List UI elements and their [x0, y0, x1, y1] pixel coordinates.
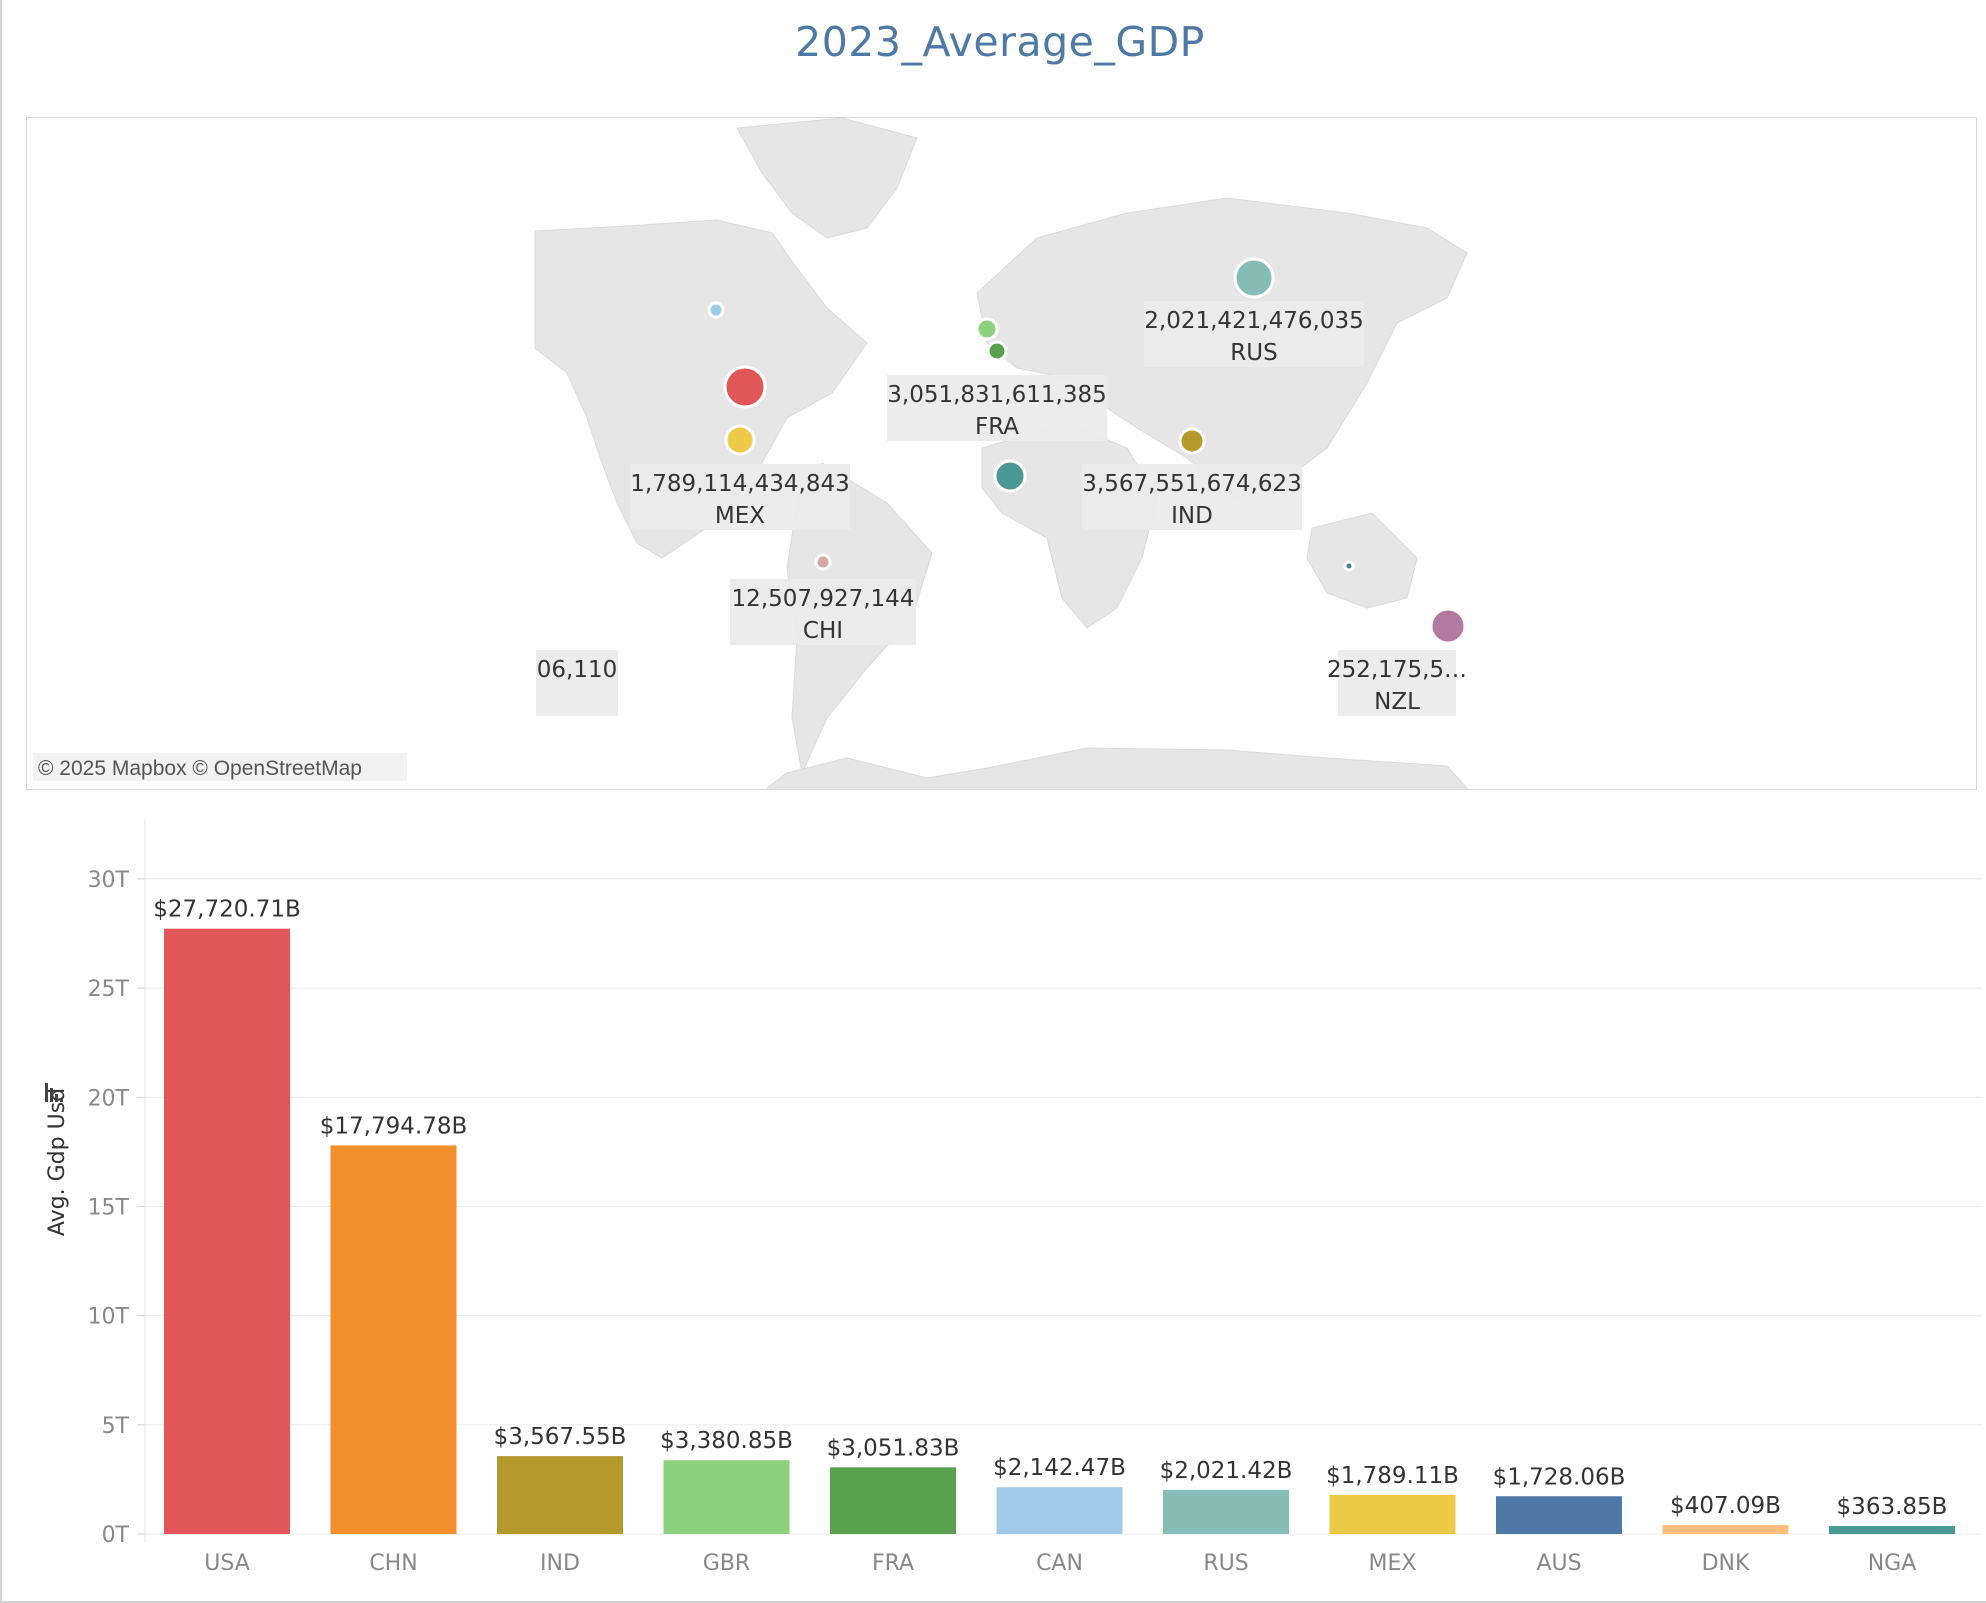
bar-fra[interactable]	[830, 1467, 956, 1534]
map-point-rus[interactable]	[1233, 257, 1275, 299]
y-tick-label: 0T	[102, 1523, 130, 1548]
map-panel[interactable]: 1,789,114,434,843 MEX 3,051,831,611,385 FRA…	[26, 117, 1977, 790]
map-point-ind[interactable]	[1178, 427, 1206, 455]
bars	[164, 928, 1955, 1534]
y-axis-title: Avg. Gdp Usd	[45, 1088, 70, 1236]
data-label-fra: $3,051.83B	[827, 1435, 960, 1461]
australia-landmass	[1306, 512, 1418, 609]
map-label-mex: 1,789,114,434,843 MEX	[630, 464, 850, 530]
map-point-aus[interactable]	[1343, 560, 1355, 572]
map-label-chi: 12,507,927,144 CHI	[730, 579, 916, 645]
sort-descending-icon[interactable]	[45, 1083, 63, 1102]
y-tick-label: 25T	[88, 977, 130, 1002]
world-map[interactable]: 1,789,114,434,843 MEX 3,051,831,611,385 FRA…	[27, 118, 1976, 789]
dashboard-title: 2023_Average_GDP	[795, 18, 1205, 66]
map-attribution[interactable]: © 2025 Mapbox © OpenStreetMap	[38, 757, 362, 780]
bar-dnk[interactable]	[1662, 1525, 1789, 1534]
bar-usa[interactable]	[164, 928, 290, 1534]
x-tick-label-can: CAN	[1036, 1551, 1083, 1576]
data-label-dnk: $407.09B	[1670, 1493, 1781, 1519]
bar-nga[interactable]	[1829, 1526, 1955, 1534]
map-label-box	[730, 579, 916, 645]
x-tick-label-dnk: DNK	[1702, 1551, 1750, 1576]
land-masses	[534, 118, 1469, 789]
map-label-code: MEX	[715, 503, 765, 529]
bar-gbr[interactable]	[663, 1460, 790, 1534]
data-labels: $27,720.71B $17,794.78B $3,567.55B $3,380.8…	[153, 897, 1947, 1520]
y-axis-title-group: Avg. Gdp Usd	[45, 1088, 70, 1236]
data-label-can: $2,142.47B	[993, 1455, 1126, 1481]
map-label-value: 252,175,5…	[1327, 657, 1467, 683]
x-tick-label-mex: MEX	[1369, 1551, 1417, 1576]
map-label-box	[887, 375, 1107, 441]
y-tick-label: 30T	[88, 868, 130, 893]
map-label-code: RUS	[1230, 340, 1277, 366]
map-label-nzl: 252,175,5… NZL	[1327, 650, 1467, 716]
bar-ind[interactable]	[497, 1456, 623, 1534]
map-point-nzl[interactable]	[1429, 607, 1467, 645]
data-label-gbr: $3,380.85B	[660, 1428, 793, 1454]
x-tick-label-usa: USA	[204, 1551, 250, 1576]
x-axis-labels: USA CHN IND GBR FRA CAN RUS MEX AUS DNK NGA	[204, 1551, 1916, 1576]
map-label-rus: 2,021,421,476,035 RUS	[1144, 301, 1364, 367]
x-tick-label-fra: FRA	[872, 1551, 914, 1576]
y-axis-ticks: 0T 5T 10T 15T 20T 25T 30T	[88, 868, 145, 1548]
map-label-code: CHI	[803, 618, 843, 644]
map-label-box	[1082, 464, 1302, 530]
bar-can[interactable]	[996, 1487, 1123, 1534]
map-label-value: 06,110	[537, 657, 617, 683]
map-label-ind: 3,567,551,674,623 IND	[1082, 464, 1302, 530]
data-label-chn: $17,794.78B	[320, 1113, 467, 1139]
x-tick-label-aus: AUS	[1536, 1551, 1581, 1576]
data-label-usa: $27,720.71B	[153, 897, 300, 923]
bar-mex[interactable]	[1329, 1494, 1456, 1534]
data-label-aus: $1,728.06B	[1493, 1464, 1626, 1490]
attribution-background	[33, 753, 407, 781]
map-label-value: 1,789,114,434,843	[630, 471, 849, 497]
map-label-value: 3,567,551,674,623	[1082, 471, 1301, 497]
greenland-landmass	[736, 118, 918, 239]
x-tick-label-rus: RUS	[1203, 1551, 1248, 1576]
map-label-fra: 3,051,831,611,385 FRA	[887, 375, 1107, 441]
antarctica-landmass	[765, 747, 1469, 789]
data-label-ind: $3,567.55B	[494, 1424, 627, 1450]
data-label-mex: $1,789.11B	[1326, 1463, 1459, 1489]
bar-chn[interactable]	[330, 1145, 457, 1534]
map-points	[707, 257, 1467, 645]
map-label-box	[1338, 650, 1456, 716]
x-tick-label-nga: NGA	[1868, 1551, 1917, 1576]
map-label-value: 3,051,831,611,385	[887, 382, 1106, 408]
map-label-box	[1144, 301, 1364, 367]
map-label-code: NZL	[1374, 689, 1420, 715]
y-tick-label: 5T	[102, 1414, 130, 1439]
map-label-box	[536, 650, 618, 716]
map-labels: 1,789,114,434,843 MEX 3,051,831,611,385 FRA…	[536, 301, 1467, 716]
y-tick-label: 20T	[88, 1086, 130, 1111]
map-point-mex[interactable]	[724, 424, 756, 456]
x-tick-label-gbr: GBR	[703, 1551, 750, 1576]
data-label-rus: $2,021.42B	[1160, 1458, 1293, 1484]
bar-aus[interactable]	[1496, 1496, 1622, 1534]
x-tick-label-ind: IND	[540, 1551, 580, 1576]
map-label-value: 2,021,421,476,035	[1144, 308, 1363, 334]
x-tick-label-chn: CHN	[369, 1551, 417, 1576]
map-point-chi[interactable]	[814, 553, 832, 571]
y-tick-label: 10T	[88, 1305, 130, 1330]
map-label-partial: 06,110	[536, 650, 618, 716]
map-label-box	[630, 464, 850, 530]
map-point-usa[interactable]	[723, 365, 767, 409]
map-label-value: 12,507,927,144	[732, 586, 915, 612]
map-point-gbr[interactable]	[975, 317, 999, 341]
map-label-code: IND	[1171, 503, 1213, 529]
map-label-code: FRA	[975, 414, 1019, 440]
map-point-fra[interactable]	[986, 340, 1008, 362]
bar-rus[interactable]	[1163, 1489, 1289, 1534]
map-point-can[interactable]	[707, 301, 725, 319]
map-point-nga[interactable]	[993, 459, 1027, 493]
y-tick-label: 15T	[88, 1195, 130, 1220]
bar-chart: 0T 5T 10T 15T 20T 25T 30T Avg. Gdp Usd $27,720…	[45, 820, 1982, 1576]
data-label-nga: $363.85B	[1837, 1494, 1948, 1520]
